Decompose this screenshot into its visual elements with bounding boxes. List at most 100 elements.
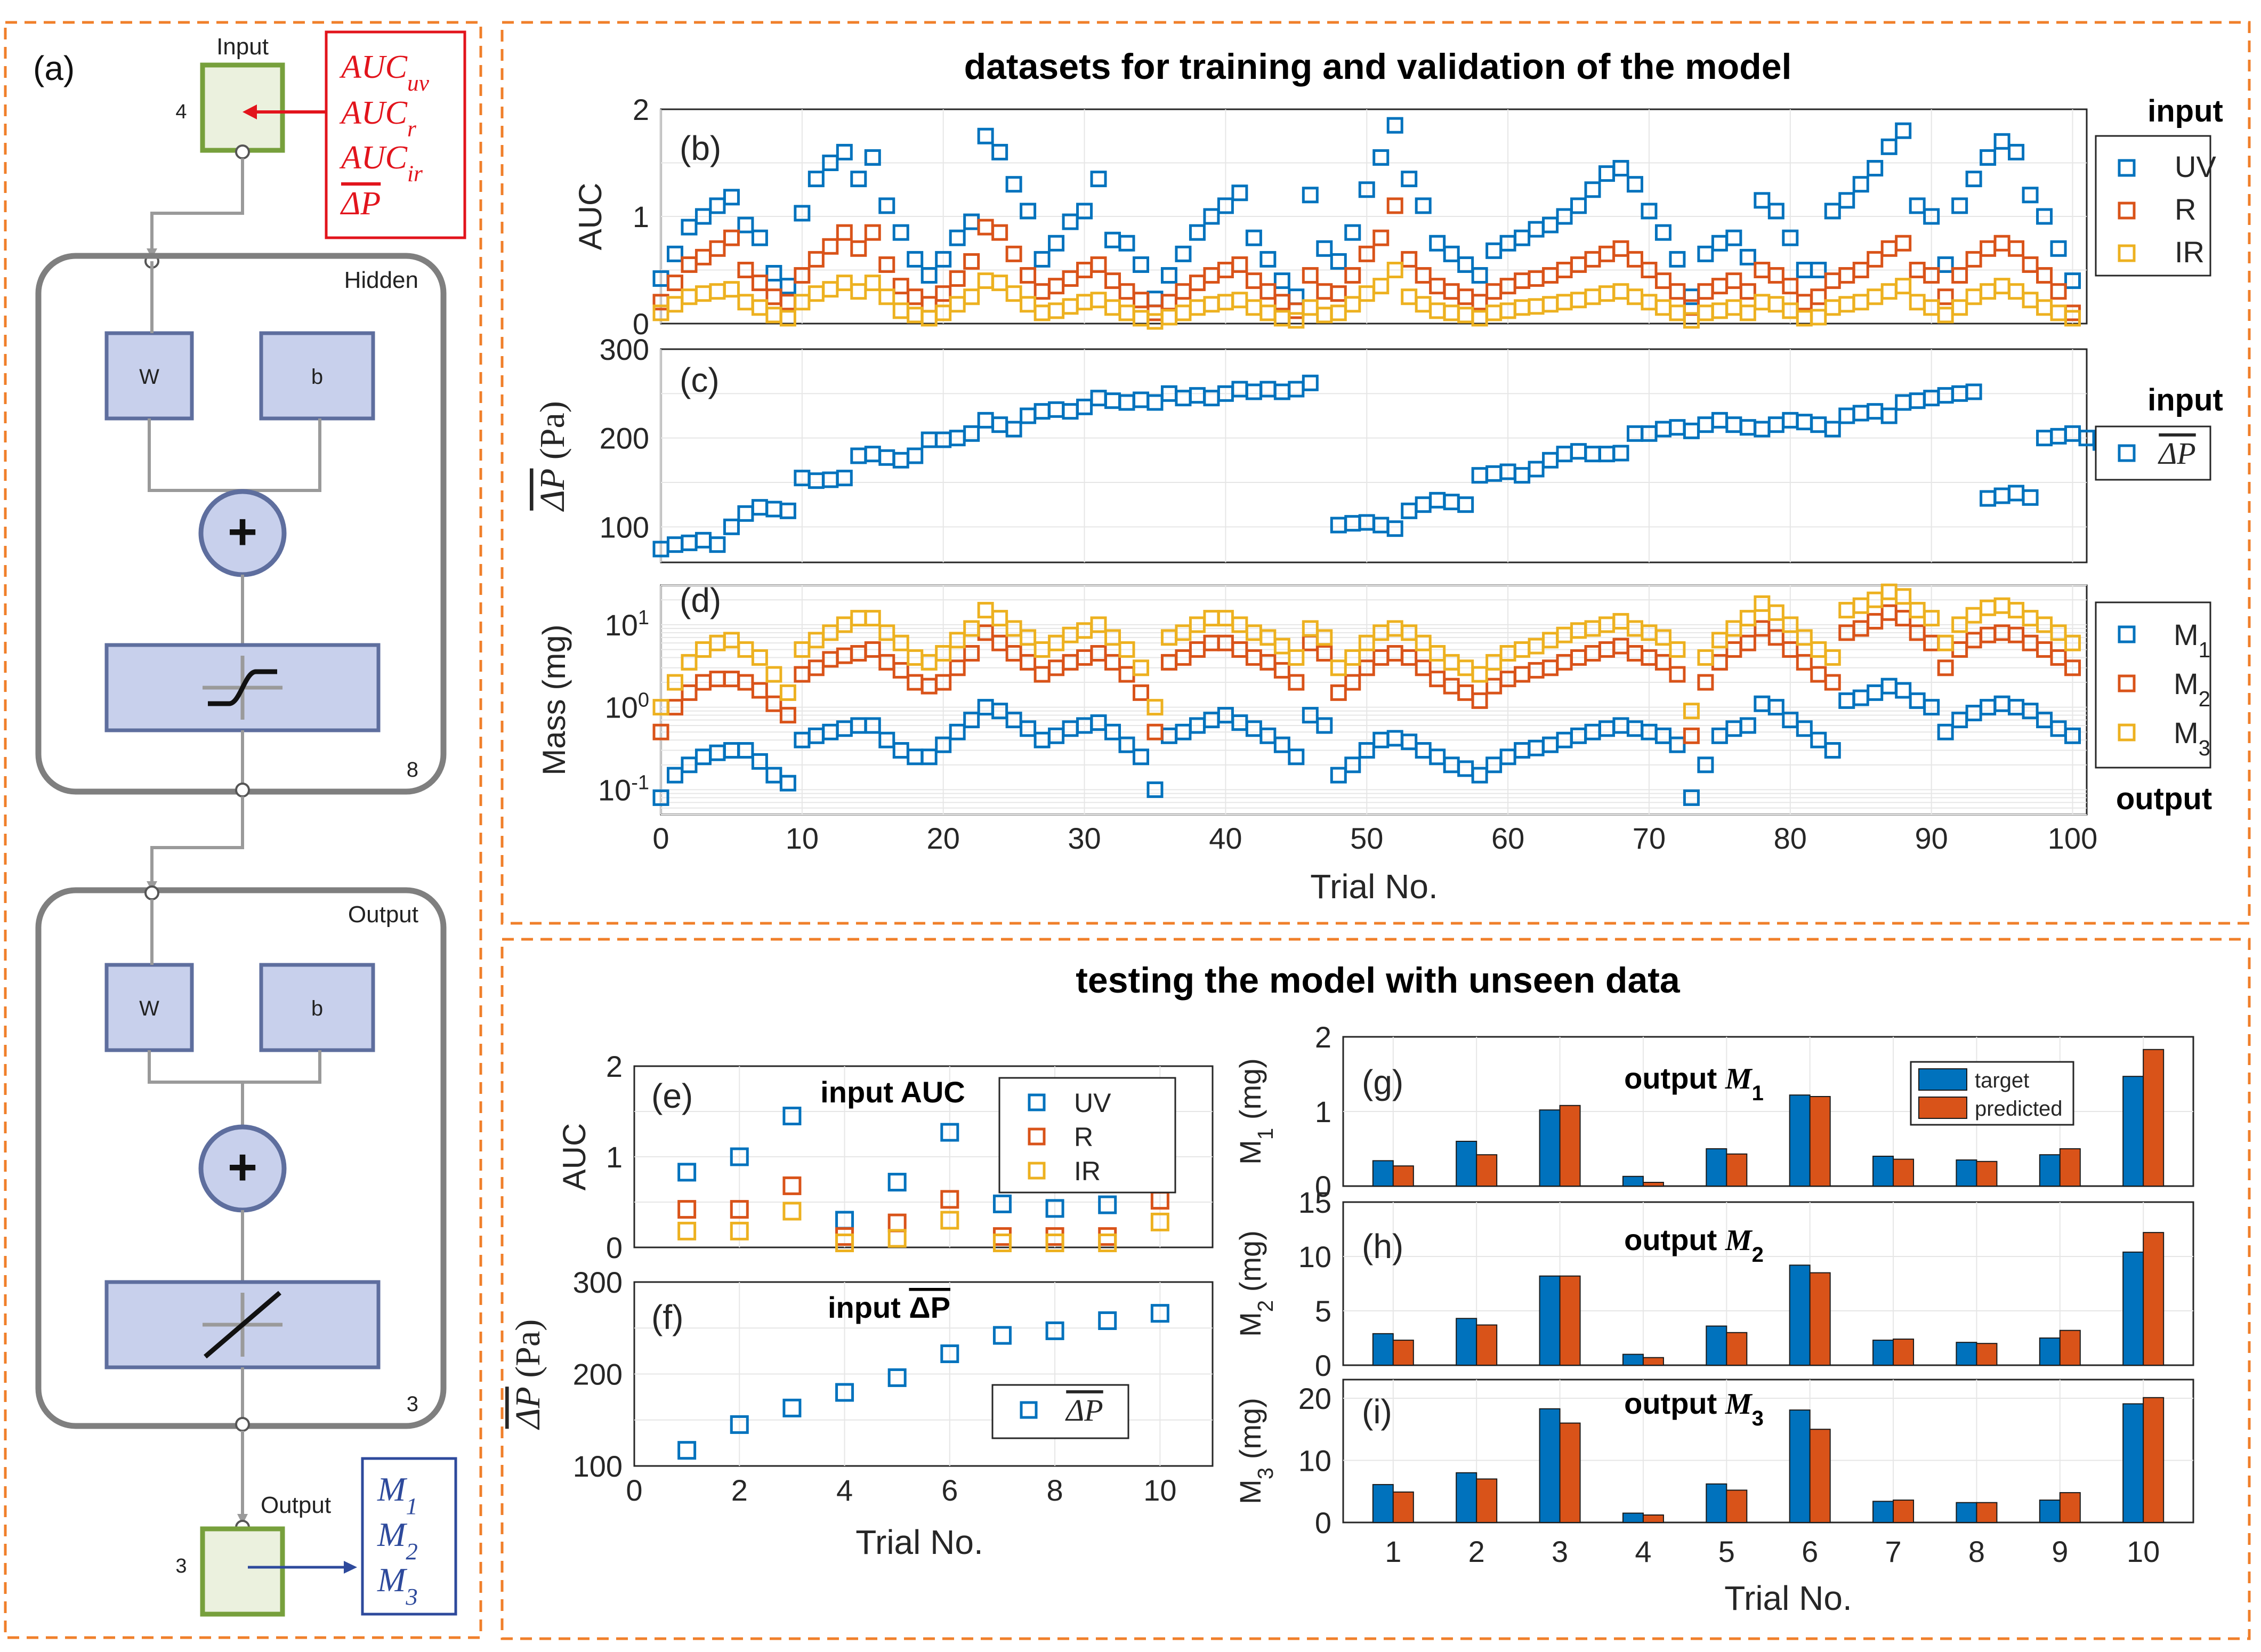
data-point (1754, 620, 1771, 637)
panel-label-d: (d) (680, 581, 721, 619)
data-point (652, 789, 669, 806)
data-point (2050, 649, 2067, 666)
data-point (677, 1221, 697, 1240)
dp-label: ΔP (340, 186, 381, 222)
frame-top-right (500, 21, 2251, 925)
bar-predicted (1726, 1332, 1748, 1366)
legend-marker (1020, 1401, 1038, 1419)
data-point (1045, 1321, 1064, 1340)
y-tick-label: 100 (600, 510, 649, 544)
data-point (1076, 203, 1093, 220)
data-point (1005, 285, 1022, 302)
port (235, 144, 250, 159)
data-point (963, 645, 980, 662)
bar-target (1706, 1148, 1727, 1187)
bar-target (1372, 1160, 1394, 1187)
x-tick-label: 50 (1350, 821, 1383, 855)
bar-predicted (1642, 1357, 1664, 1366)
data-point (1485, 654, 1503, 671)
data-point (695, 208, 712, 225)
data-point (1090, 645, 1107, 662)
data-point (1132, 659, 1149, 676)
data-point (1584, 181, 1601, 198)
data-point (963, 712, 980, 729)
data-point (1020, 267, 1037, 284)
data-point (935, 285, 952, 302)
data-point (1937, 634, 1954, 651)
data-point (1782, 229, 1799, 246)
data-point (737, 742, 754, 759)
legend-label: IR (1074, 1156, 1101, 1186)
legend-marker (2118, 625, 2136, 643)
bar-target (1789, 1409, 1811, 1524)
data-point (1937, 659, 1954, 676)
wire-hidden-out (150, 796, 244, 893)
bar-target (1706, 1325, 1727, 1366)
y-tick-label: 10 (1298, 1240, 1331, 1274)
data-point (779, 278, 796, 295)
legend-label: IR (2175, 235, 2205, 269)
data-point (1316, 629, 1333, 646)
panel-label-a: (a) (33, 49, 75, 87)
data-point (652, 699, 669, 716)
data-point (2064, 272, 2081, 289)
bar-predicted (1642, 1182, 1664, 1187)
y-tick-label: 100 (573, 1449, 623, 1483)
panel-label-c: (c) (680, 361, 720, 399)
y-tick-label: 2 (633, 93, 649, 126)
data-point (709, 197, 726, 214)
data-point (1767, 699, 1784, 716)
x-tick-label: 2 (731, 1473, 748, 1507)
x-axis-label: Trial No. (1724, 1579, 1852, 1617)
data-point (1386, 520, 1403, 537)
bar-predicted (2059, 1329, 2081, 1366)
data-point (779, 775, 796, 792)
legend-label: ΔP (1065, 1393, 1103, 1428)
data-point (991, 275, 1008, 292)
data-point (2008, 283, 2025, 300)
bar-target (1956, 1502, 1977, 1524)
legend-f (991, 1384, 1129, 1439)
data-point (1090, 714, 1107, 731)
data-point (1683, 727, 1700, 744)
data-point (1344, 296, 1361, 313)
input-title: Input (216, 34, 269, 60)
data-point (1259, 629, 1277, 646)
data-point (723, 229, 740, 246)
data-point (892, 278, 909, 295)
bar-target (2039, 1154, 2061, 1187)
data-point (666, 674, 683, 691)
panel-label-i: (i) (1362, 1392, 1392, 1431)
port (235, 783, 250, 797)
bar-target (1789, 1094, 1811, 1187)
data-point (1909, 197, 1926, 214)
data-point (751, 229, 768, 246)
data-point (779, 684, 796, 701)
data-point (991, 224, 1008, 241)
data-point (1189, 224, 1206, 241)
x-tick-label: 5 (1718, 1535, 1735, 1568)
data-point (920, 654, 938, 671)
data-point (2064, 727, 2081, 744)
data-point (963, 425, 980, 442)
bar-predicted (1392, 1491, 1414, 1523)
data-point (1386, 197, 1403, 214)
legend-label: M2 (2174, 667, 2210, 711)
data-point (878, 197, 895, 214)
data-point (1231, 256, 1248, 273)
data-point (1330, 304, 1347, 321)
data-point (992, 1234, 1012, 1252)
chart-d (660, 584, 2088, 816)
legend-c (2095, 425, 2211, 481)
legend-marker (2118, 159, 2136, 177)
data-point (1330, 285, 1347, 302)
data-point (1810, 731, 1827, 748)
data-point (1654, 727, 1671, 744)
data-point (1098, 1195, 1117, 1214)
data-point (1739, 717, 1756, 734)
data-point (751, 682, 768, 699)
y-axis-label: M2 (mg) (1233, 1230, 1278, 1337)
data-point (1951, 616, 1968, 633)
data-point (935, 736, 952, 753)
